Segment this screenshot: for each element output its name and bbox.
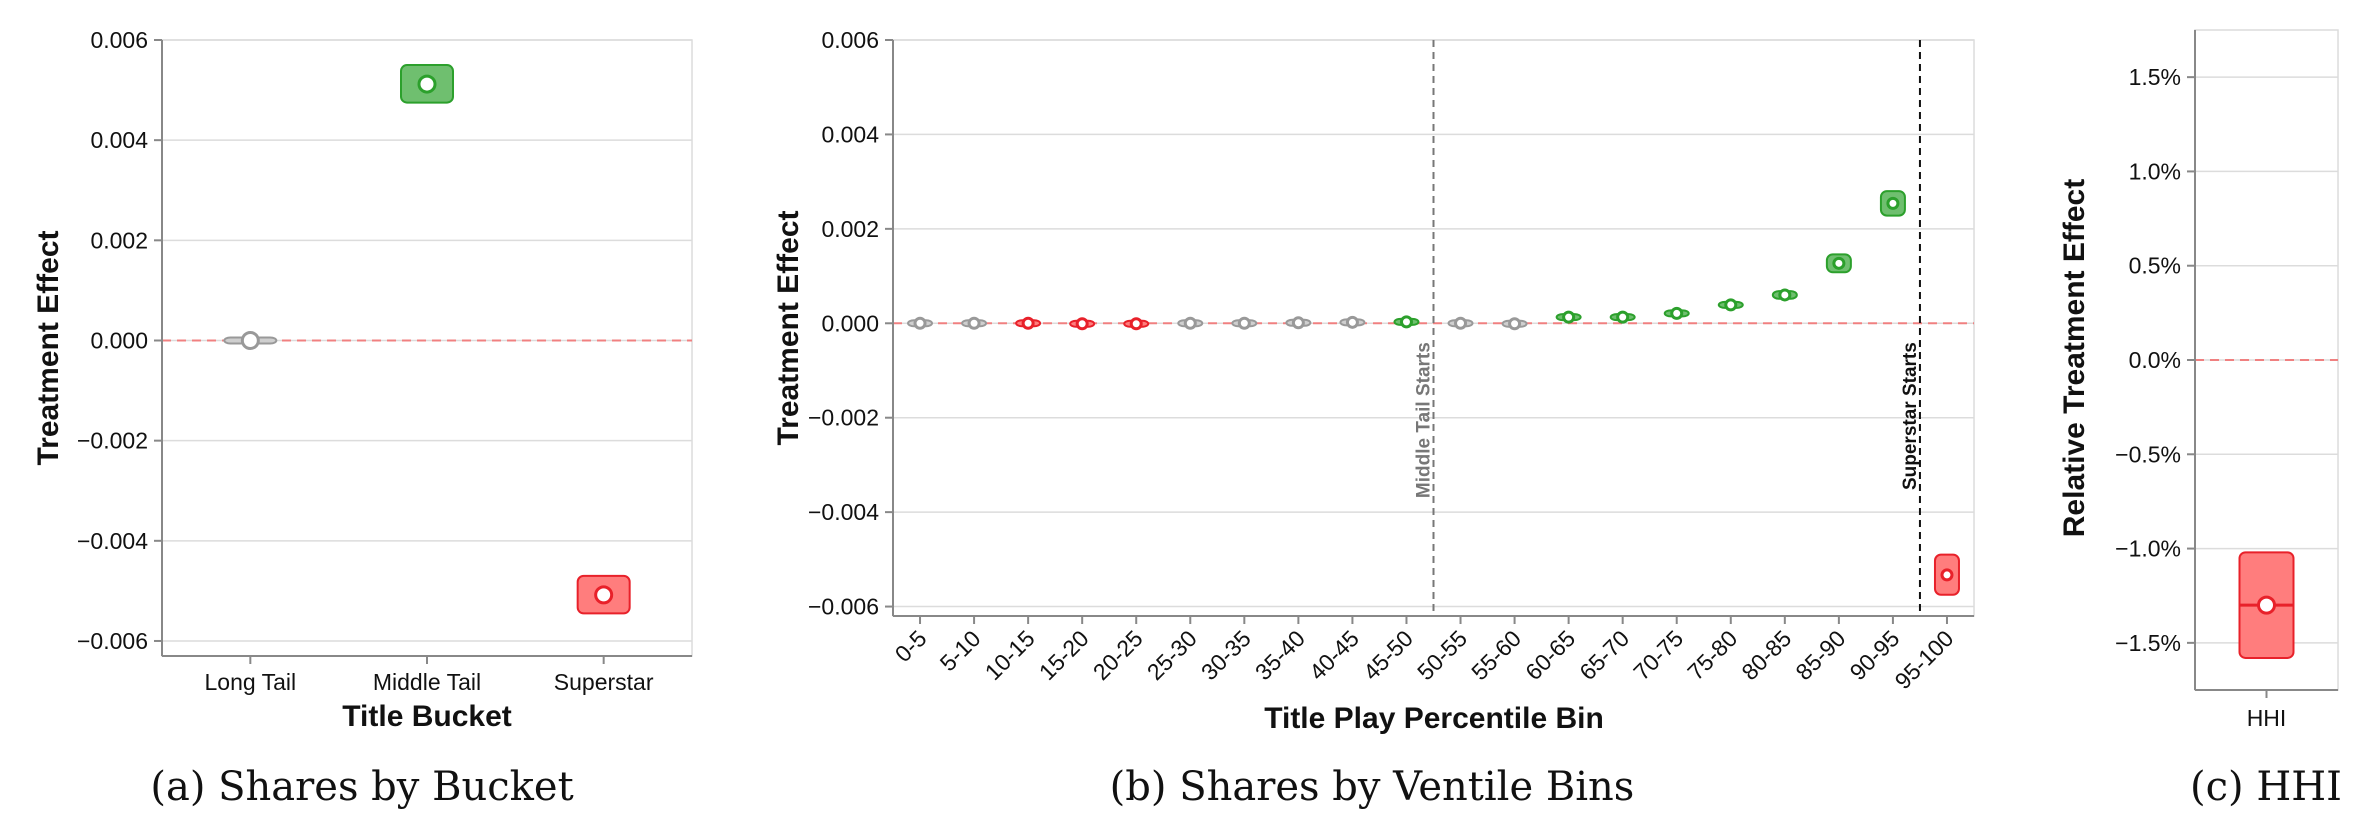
y-tick-label: −1.5% <box>2115 630 2181 656</box>
x-tick-label: 80-85 <box>1736 625 1796 685</box>
estimate-point <box>1832 256 1846 270</box>
estimate-point <box>1183 316 1197 330</box>
estimate-point <box>1129 317 1143 331</box>
y-tick-label: −0.5% <box>2115 441 2181 467</box>
estimate-point <box>1778 288 1792 302</box>
x-tick-label: Long Tail <box>205 669 297 695</box>
y-tick-label: −0.006 <box>808 594 879 620</box>
estimate-point <box>1940 568 1954 582</box>
panel-a-y-label: Treatment Effect <box>32 230 65 465</box>
panel-c-y-ticks: 1.5% 1.0% 0.5% 0.0% −0.5% −1.0% −1.5% <box>2115 64 2195 656</box>
estimate-point <box>1508 317 1522 331</box>
annotation-label: Superstar Starts <box>1900 342 1921 490</box>
y-tick-label: 0.002 <box>821 216 879 242</box>
estimate-point <box>1886 196 1900 210</box>
x-tick-label: 15-20 <box>1034 625 1094 685</box>
estimate-point <box>1562 310 1576 324</box>
estimate-point <box>913 316 927 330</box>
x-tick-label: 60-65 <box>1520 625 1580 685</box>
y-tick-label: 0.006 <box>821 27 879 53</box>
panel-a-caption: (a) Shares by Bucket <box>150 764 573 810</box>
x-tick-label: 10-15 <box>980 625 1040 685</box>
y-tick-label: 1.5% <box>2129 64 2181 90</box>
estimate-point <box>240 330 260 350</box>
estimate-point <box>1075 317 1089 331</box>
x-tick-label: 55-60 <box>1466 625 1526 685</box>
x-tick-label: 65-70 <box>1574 625 1634 685</box>
y-tick-label: 0.002 <box>90 227 148 253</box>
estimate-point <box>2257 595 2276 615</box>
panel-c-caption: (c) HHI <box>2190 764 2342 810</box>
estimate-point <box>1291 316 1305 330</box>
panel-a-x-ticks: Long Tail Middle Tail Superstar <box>205 656 654 695</box>
y-tick-label: −0.004 <box>808 499 879 525</box>
panel-b-shares-by-ventile: Middle Tail Starts Superstar Starts 0.006… <box>772 27 1975 810</box>
y-tick-label: 1.0% <box>2129 158 2181 184</box>
panel-b-y-label: Treatment Effect <box>772 210 805 445</box>
x-tick-label: 25-30 <box>1142 625 1202 685</box>
panel-c-hhi: 1.5% 1.0% 0.5% 0.0% −0.5% −1.0% −1.5% HHI Rela… <box>2058 29 2342 810</box>
x-tick-label: Middle Tail <box>373 669 481 695</box>
panel-a-y-ticks: 0.006 0.004 0.002 0.000 −0.002 −0.004 −0.006 <box>77 27 162 654</box>
estimate-point <box>1616 310 1630 324</box>
estimate-point <box>594 585 614 605</box>
x-tick-label: HHI <box>2247 705 2287 731</box>
estimate-point <box>1724 298 1738 312</box>
panel-c-x-ticks: HHI <box>2247 690 2287 731</box>
panel-b-points <box>907 190 1960 596</box>
y-tick-label: 0.006 <box>90 27 148 53</box>
y-tick-label: 0.004 <box>821 121 879 147</box>
estimate-point <box>1345 315 1359 329</box>
estimate-point <box>967 316 981 330</box>
panel-b-x-label: Title Play Percentile Bin <box>1264 702 1604 735</box>
x-tick-label: Superstar <box>554 669 654 695</box>
x-tick-label: 50-55 <box>1412 625 1472 685</box>
y-tick-label: 0.0% <box>2129 347 2181 373</box>
x-tick-label: 85-90 <box>1790 625 1850 685</box>
panel-b-caption: (b) Shares by Ventile Bins <box>1110 764 1635 810</box>
panel-c-points <box>2238 551 2295 659</box>
panel-a-shares-by-bucket: 0.006 0.004 0.002 0.000 −0.002 −0.004 −0.006 L… <box>32 27 693 810</box>
x-tick-label: 5-10 <box>935 625 986 676</box>
x-tick-label: 75-80 <box>1682 625 1742 685</box>
y-tick-label: −0.006 <box>77 628 148 654</box>
panel-a-x-label: Title Bucket <box>342 700 512 733</box>
panel-a-points <box>223 64 631 615</box>
estimate-point <box>1399 315 1413 329</box>
x-tick-label: 40-45 <box>1304 625 1364 685</box>
panel-b-x-ticks: 0-5 5-1010-1515-2020-2525-3030-3535-4040-… <box>890 616 1959 694</box>
panel-b-y-ticks: 0.006 0.004 0.002 0.000 −0.002 −0.004 −0.006 <box>808 27 893 620</box>
x-tick-label: 0-5 <box>890 625 932 667</box>
annotation-label: Middle Tail Starts <box>1414 342 1435 498</box>
y-tick-label: 0.000 <box>90 327 148 353</box>
x-tick-label: 35-40 <box>1250 625 1310 685</box>
panel-a-frame <box>161 39 693 657</box>
x-tick-label: 20-25 <box>1088 625 1148 685</box>
estimate-point <box>1237 316 1251 330</box>
x-tick-label: 45-50 <box>1358 625 1418 685</box>
y-tick-label: −1.0% <box>2115 536 2181 562</box>
estimate-point <box>417 74 437 94</box>
y-tick-label: −0.002 <box>77 428 148 454</box>
x-tick-label: 30-35 <box>1196 625 1256 685</box>
estimate-point <box>1454 316 1468 330</box>
y-tick-label: 0.004 <box>90 127 148 153</box>
y-tick-label: −0.002 <box>808 405 879 431</box>
x-tick-label: 70-75 <box>1628 625 1688 685</box>
y-tick-label: 0.000 <box>821 310 879 336</box>
x-tick-label: 95-100 <box>1889 625 1958 694</box>
estimate-point <box>1670 306 1684 320</box>
y-tick-label: 0.5% <box>2129 253 2181 279</box>
estimate-point <box>1021 316 1035 330</box>
panel-c-y-label: Relative Treatment Effect <box>2058 179 2091 537</box>
panel-b-annotation-lines: Middle Tail Starts Superstar Starts <box>1414 40 1921 616</box>
y-tick-label: −0.004 <box>77 528 148 554</box>
